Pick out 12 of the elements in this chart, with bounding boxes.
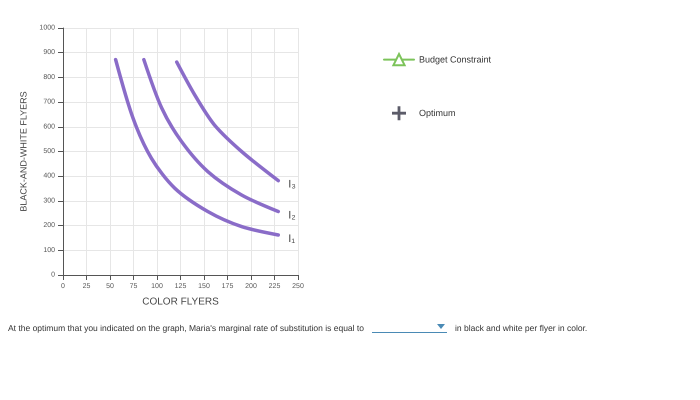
y-axis-title: BLACK-AND-WHITE FLYERS	[18, 91, 28, 212]
legend-label: Optimum	[419, 108, 456, 118]
text: At the optimum that you indicated on the graph, Maria's marginal rate of substitution is equal to	[8, 323, 364, 333]
series-label: I₃	[288, 178, 296, 191]
text: in black and white per flyer in color.	[455, 323, 588, 333]
line-series	[142, 58, 280, 214]
series-label: I₂	[288, 210, 296, 222]
line-series	[114, 58, 280, 237]
x-axis-title: COLOR FLYERS	[142, 296, 220, 308]
legend-label: Budget Constraint	[419, 54, 492, 65]
line-series	[174, 60, 280, 182]
series-label: I₁	[288, 232, 296, 245]
